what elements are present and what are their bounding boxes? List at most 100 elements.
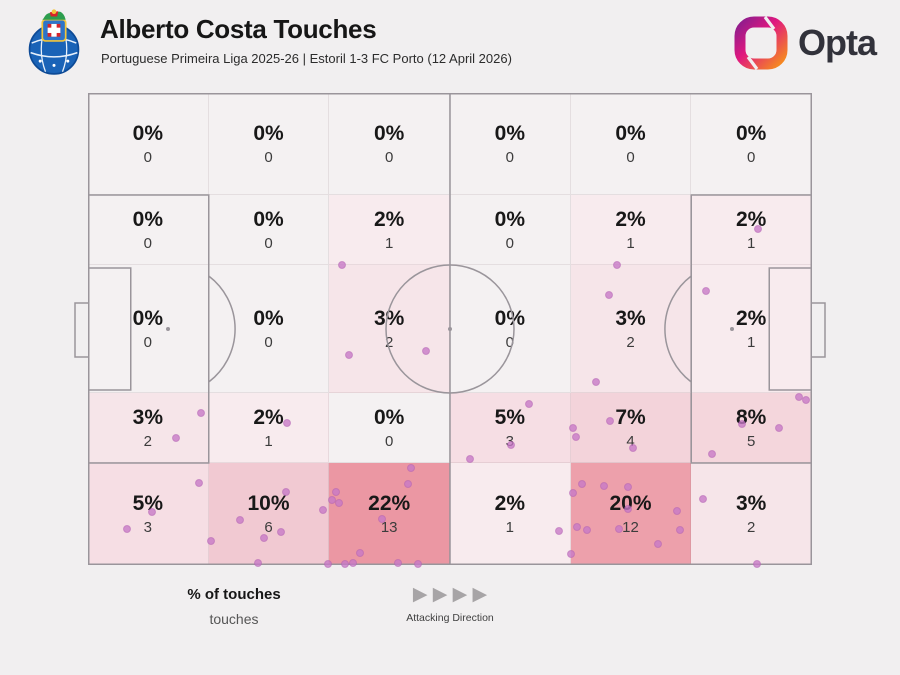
touch-dot (319, 506, 327, 514)
touch-dot (507, 441, 515, 449)
brand-name: Opta (797, 22, 877, 63)
zone-touch-count: 0 (505, 333, 514, 351)
zone-pct: 2% (373, 207, 405, 231)
touch-dot (404, 480, 412, 488)
touch-dot (466, 455, 474, 463)
zone-touch-count: 0 (143, 234, 152, 252)
touch-dot (738, 420, 746, 428)
zone-pct: 0% (494, 207, 525, 231)
zone-touch-count: 2 (746, 518, 756, 536)
zone-pct: 2% (494, 491, 525, 515)
touch-dot (702, 287, 710, 295)
touch-dot (195, 479, 203, 487)
zone-touch-count: 1 (746, 333, 756, 351)
zone-pct: 5% (132, 491, 163, 515)
zone-touch-count: 2 (143, 432, 152, 450)
opta-logo-icon (734, 16, 788, 70)
legend-count-label: touches (209, 611, 259, 627)
zone-touch-count: 1 (384, 234, 394, 252)
attacking-direction-legend: ▶ ▶ ▶ ▶ Attacking Direction (396, 584, 504, 624)
zone-pct: 3% (735, 491, 767, 515)
touch-dot (600, 482, 608, 490)
zone-cell: 0% 0 (691, 93, 812, 195)
touch-dot (356, 549, 364, 557)
zone-cell: 3% 2 (570, 265, 692, 393)
touch-dot (775, 424, 783, 432)
touch-dot (578, 480, 586, 488)
zone-cell: 0% 0 (449, 265, 571, 393)
zone-touch-count: 2 (384, 333, 394, 351)
zone-touch-count: 0 (505, 234, 514, 252)
zone-cell: 0% 0 (208, 93, 330, 195)
zone-cell: 2% 1 (570, 195, 692, 265)
touch-dot (555, 527, 563, 535)
touch-dot (123, 525, 131, 533)
attacking-direction-label: Attacking Direction (406, 612, 494, 624)
zone-pct: 0% (373, 405, 405, 429)
touch-dot (573, 523, 581, 531)
touch-dot (260, 534, 268, 542)
touch-dot (378, 515, 386, 523)
zone-cell: 2% 1 (449, 463, 571, 565)
touch-dot (172, 434, 180, 442)
touch-dot (624, 505, 632, 513)
zone-cell: 10% 6 (208, 463, 330, 565)
zone-pct: 20% (609, 491, 652, 515)
zone-touch-count: 0 (746, 148, 756, 166)
touch-dot (699, 495, 707, 503)
touch-dot (422, 347, 430, 355)
touch-dot (197, 409, 205, 417)
zone-touch-count: 5 (746, 432, 756, 450)
touch-dot (282, 488, 290, 496)
zone-pct: 0% (132, 306, 163, 330)
zone-cell: 0% 0 (329, 393, 450, 463)
touch-dot (324, 560, 332, 568)
zone-touch-count: 1 (746, 234, 756, 252)
zone-cell: 0% 0 (449, 93, 571, 195)
touch-dots-layer (123, 225, 810, 568)
touch-dot (341, 560, 349, 568)
zone-pct: 0% (735, 121, 767, 145)
zone-cell: 20% 12 (570, 463, 692, 565)
zone-pct: 3% (373, 306, 405, 330)
touch-dot (236, 516, 244, 524)
touch-dot (148, 508, 156, 516)
zone-pct: 2% (735, 207, 767, 231)
zone-touch-count: 12 (622, 518, 639, 536)
zone-pct: 22% (368, 491, 411, 515)
zone-touch-count: 2 (626, 333, 635, 351)
touch-dot (654, 540, 662, 548)
touch-dot (567, 550, 575, 558)
zone-cell: 0% 0 (208, 195, 330, 265)
touch-dot (708, 450, 716, 458)
legend-pct-label: % of touches (187, 586, 281, 603)
touch-dot (624, 483, 632, 491)
touch-dot (583, 526, 591, 534)
zone-touch-count: 1 (505, 518, 514, 536)
zone-pct: 3% (615, 306, 646, 330)
touch-dot (676, 526, 684, 534)
touch-dot (254, 559, 262, 567)
zone-cell: 22% 13 (329, 463, 450, 565)
touch-dot (328, 496, 336, 504)
touch-dot (332, 488, 340, 496)
touch-dot (754, 225, 762, 233)
zone-pct: 2% (735, 306, 767, 330)
touch-dot (349, 559, 357, 567)
zone-touch-count: 13 (380, 518, 398, 536)
team-crest-fc-porto (28, 9, 80, 75)
pitch-touch-map: 0% 0 0% 0 0% 0 0% 0 0% 0 0% 0 0% 0 0% 0 2% 1 0% 0 2% 1 2% 1 0% 0 0… (74, 93, 826, 568)
brand-lockup: Opta (734, 16, 877, 70)
touch-dot (795, 393, 803, 401)
touch-dot (407, 464, 415, 472)
touch-dot (606, 417, 614, 425)
touch-dot (525, 400, 533, 408)
touch-dot (615, 525, 623, 533)
zone-cell: 0% 0 (88, 265, 209, 393)
zone-touch-count: 0 (626, 148, 635, 166)
touch-dot (753, 560, 761, 568)
touch-dot (345, 351, 353, 359)
zone-cell: 2% 1 (691, 195, 812, 265)
zone-cell: 2% 1 (329, 195, 450, 265)
zone-touch-count: 1 (264, 432, 273, 450)
